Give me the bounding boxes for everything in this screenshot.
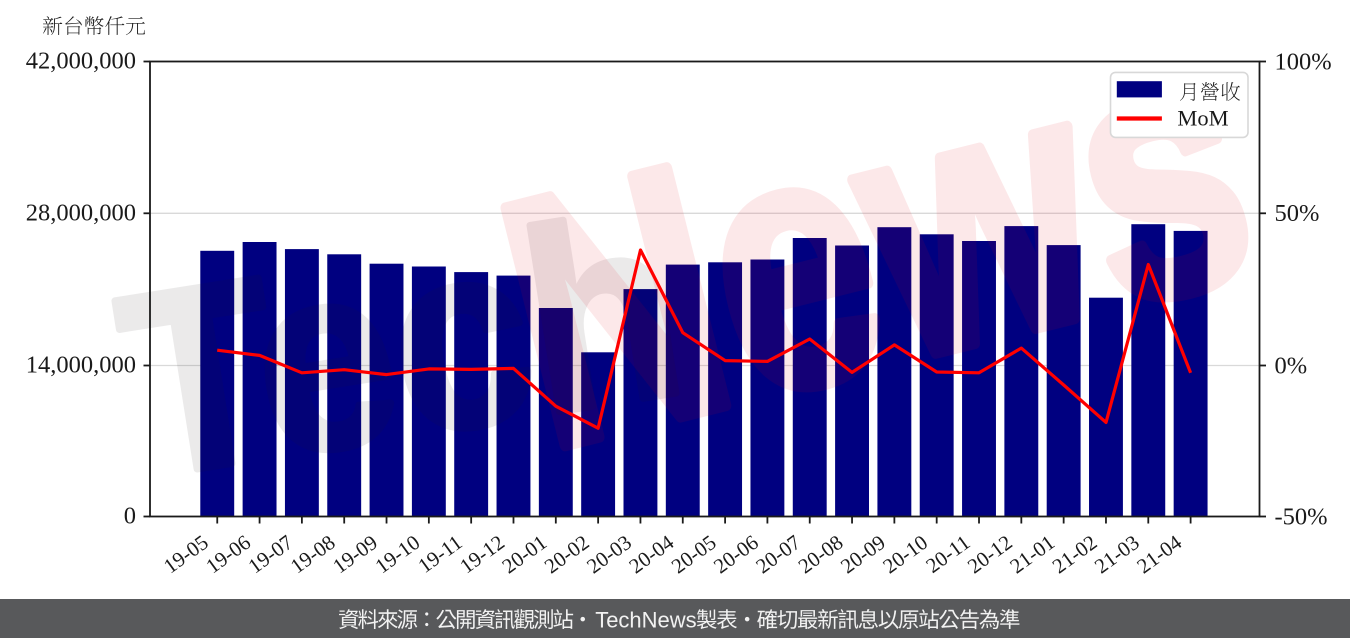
svg-text:28,000,000: 28,000,000	[26, 200, 136, 227]
svg-text:0: 0	[124, 503, 136, 530]
svg-text:-50%: -50%	[1275, 503, 1328, 530]
svg-text:MoM: MoM	[1177, 106, 1228, 131]
svg-text:14,000,000: 14,000,000	[26, 352, 136, 379]
svg-text:0%: 0%	[1275, 352, 1308, 379]
svg-text:42,000,000: 42,000,000	[26, 48, 136, 75]
svg-text:100%: 100%	[1275, 48, 1332, 75]
svg-text:50%: 50%	[1275, 200, 1320, 227]
svg-text:TechNews: TechNews	[595, 607, 696, 632]
